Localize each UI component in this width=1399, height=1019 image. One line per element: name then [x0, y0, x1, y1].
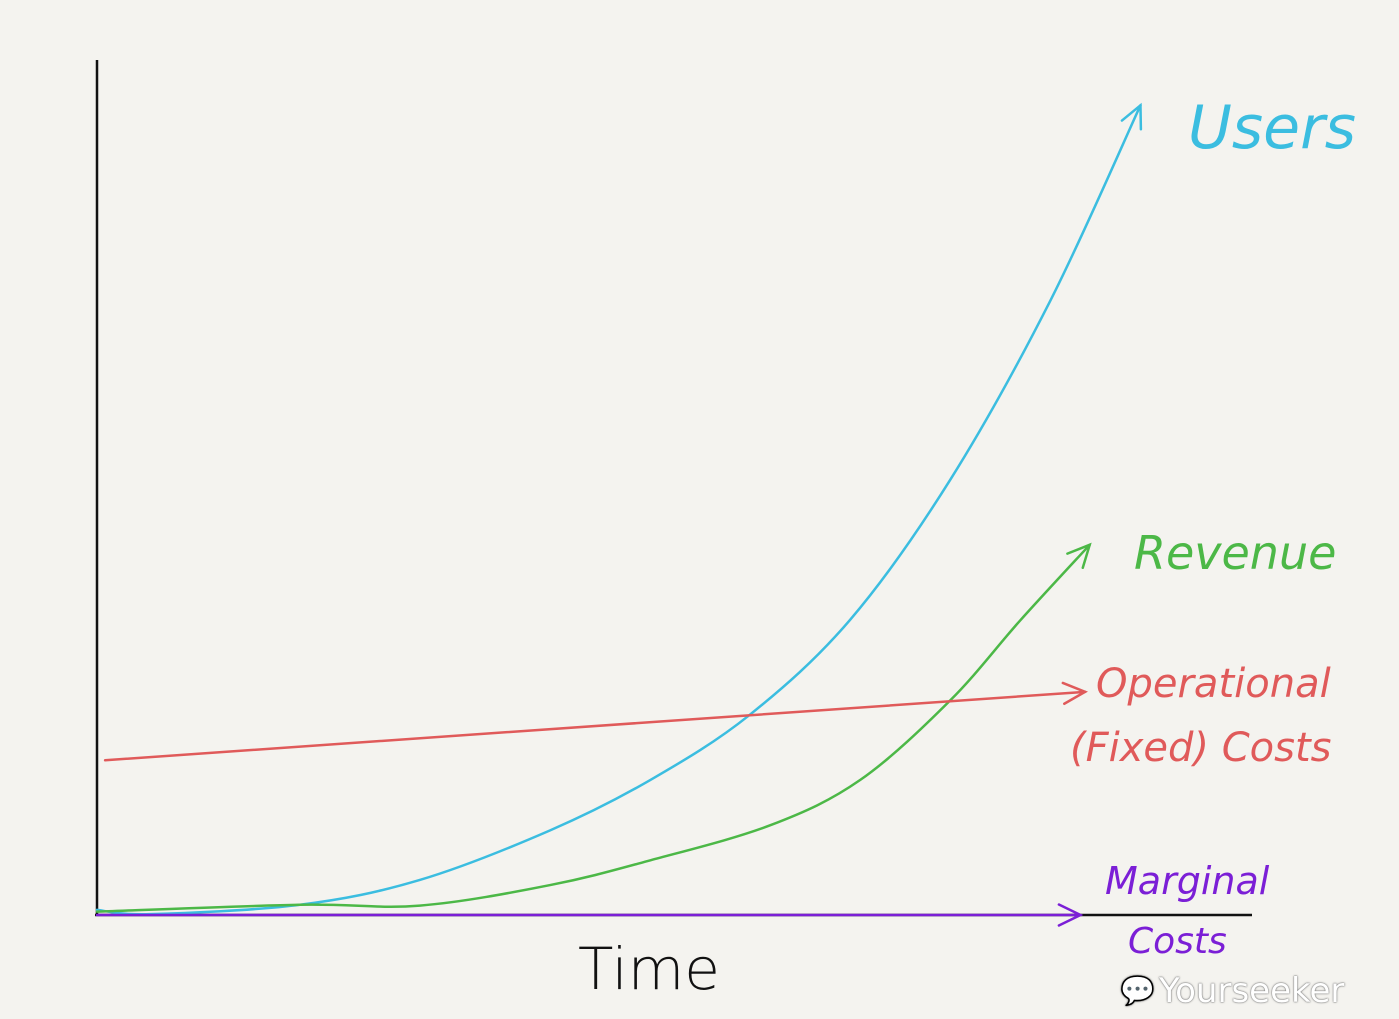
label-marginal: Marginal: [1105, 859, 1270, 903]
series-line-2: [103, 690, 1087, 762]
wechat-icon: 💬: [1120, 974, 1155, 1007]
label-fixed-costs: (Fixed) Costs: [1070, 725, 1332, 771]
series-arrowhead-3: [1057, 903, 1084, 927]
watermark: 💬 Yourseeker: [1120, 974, 1344, 1008]
label-revenue: Revenue: [1134, 526, 1337, 580]
label-users: Users: [1188, 93, 1357, 163]
label-marginal-costs: Costs: [1128, 921, 1227, 962]
series-arrowhead-2: [1061, 681, 1088, 706]
label-operational: Operational: [1096, 661, 1331, 707]
series-arrowhead-0: [1120, 102, 1143, 131]
series-line-1: [95, 543, 1091, 913]
series-arrowhead-1: [1066, 542, 1092, 570]
series-line-0: [95, 104, 1142, 916]
x-axis-label: Time: [578, 935, 720, 1003]
watermark-text: Yourseeker: [1158, 971, 1345, 1011]
